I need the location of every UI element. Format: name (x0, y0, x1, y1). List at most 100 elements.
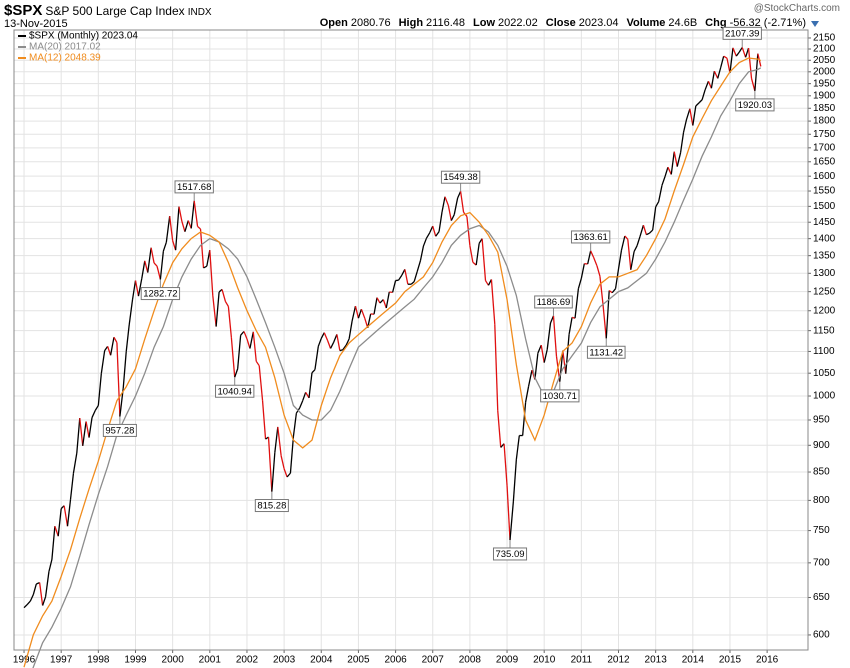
annotation-label: 735.09 (495, 549, 524, 560)
price-segment (181, 221, 186, 232)
symbol: $SPX (4, 2, 43, 19)
price-segment (302, 392, 307, 401)
annotation: 1363.61 (570, 230, 611, 244)
price-segment (435, 231, 440, 237)
quote-value: 2116.48 (426, 17, 465, 29)
annotation-label: 1040.94 (218, 386, 252, 397)
price-segment (261, 400, 267, 440)
annotation-box (215, 384, 255, 398)
price-segment (574, 288, 580, 319)
price-segment (184, 220, 189, 232)
y-tick-label: 1200 (813, 305, 836, 316)
x-tick-label: 2008 (459, 655, 482, 666)
price-segment (131, 280, 137, 300)
annotation-box (586, 345, 626, 359)
price-segment (277, 426, 282, 456)
price-segment (729, 47, 734, 74)
y-tick-label: 1650 (813, 156, 836, 167)
price-segment (422, 238, 428, 247)
x-tick-label: 2003 (273, 655, 296, 666)
x-tick-label: 2013 (645, 655, 668, 666)
quote-value: 24.6B (668, 17, 698, 29)
price-segment (639, 224, 645, 237)
annotation-label: 815.28 (257, 501, 286, 512)
price-segment (314, 346, 319, 370)
y-tick-label: 1900 (813, 90, 836, 101)
price-segment (165, 216, 171, 243)
price-segment (453, 197, 459, 215)
annotation-box (254, 499, 289, 513)
price-segment (546, 322, 552, 350)
price-segment (627, 239, 632, 270)
price-segment (568, 317, 573, 335)
price-segment (466, 216, 471, 246)
y-tick-label: 1550 (813, 186, 836, 197)
price-segment (342, 344, 347, 351)
price-segment (379, 299, 384, 304)
price-segment (534, 353, 539, 380)
price-segment (323, 332, 329, 341)
price-segment (91, 409, 96, 418)
annotation-label: 1920.03 (738, 100, 772, 111)
price-segment (97, 373, 102, 406)
price-segment (311, 369, 316, 374)
quote-label: Low (473, 17, 495, 29)
price-segment (469, 245, 474, 263)
price-segment (642, 224, 647, 235)
price-segment (754, 53, 759, 91)
quote-item: High 2116.48 (399, 17, 465, 29)
dropdown-icon[interactable] (810, 20, 820, 28)
price-segment (497, 410, 502, 448)
price-segment (515, 435, 520, 460)
price-segment (212, 295, 217, 327)
price-segment (357, 308, 363, 319)
price-segment (215, 291, 220, 327)
x-tick-label: 2014 (682, 655, 705, 666)
y-tick-label: 1600 (813, 171, 836, 182)
y-tick-label: 2100 (813, 44, 836, 55)
price-segment (29, 594, 34, 602)
price-segment (447, 205, 452, 221)
price-segment (137, 278, 143, 297)
date: 13-Nov-2015 (4, 18, 68, 30)
price-segment (503, 443, 508, 486)
price-segment (107, 346, 112, 356)
price-segment (599, 276, 604, 304)
price-segment (376, 297, 381, 304)
price-segment (252, 331, 257, 362)
price-segment (617, 250, 623, 270)
price-segment (673, 151, 678, 167)
price-segment (630, 251, 635, 270)
y-tick-label: 2000 (813, 66, 836, 77)
annotation: 1040.94 (215, 384, 255, 398)
price-segment (425, 232, 431, 239)
price-segment (63, 505, 69, 527)
y-tick-label: 850 (813, 467, 830, 478)
price-segment (450, 214, 455, 221)
price-segment (475, 243, 480, 266)
price-segment (741, 47, 747, 58)
price-segment (209, 250, 214, 296)
price-segment (162, 242, 167, 252)
price-segment (707, 81, 712, 89)
price-segment (57, 508, 62, 537)
y-tick-label: 950 (813, 415, 830, 426)
annotation-label: 1030.71 (543, 391, 577, 402)
price-segment (522, 402, 527, 436)
moving-average (23, 57, 762, 668)
price-segment (246, 338, 251, 349)
annotation-label: 1363.61 (573, 232, 607, 243)
price-segment (326, 340, 332, 349)
price-segment (633, 245, 638, 252)
quote-item: Close 2023.04 (546, 17, 619, 29)
annotation-box (440, 170, 481, 184)
price-segment (398, 274, 403, 281)
price-segment (432, 225, 437, 237)
y-tick-label: 1150 (813, 325, 835, 336)
annotation-box (570, 230, 611, 244)
price-segment (54, 526, 59, 537)
price-segment (104, 345, 109, 351)
x-tick-label: 2011 (571, 655, 593, 666)
price-segment (590, 250, 595, 258)
price-segment (289, 436, 295, 474)
